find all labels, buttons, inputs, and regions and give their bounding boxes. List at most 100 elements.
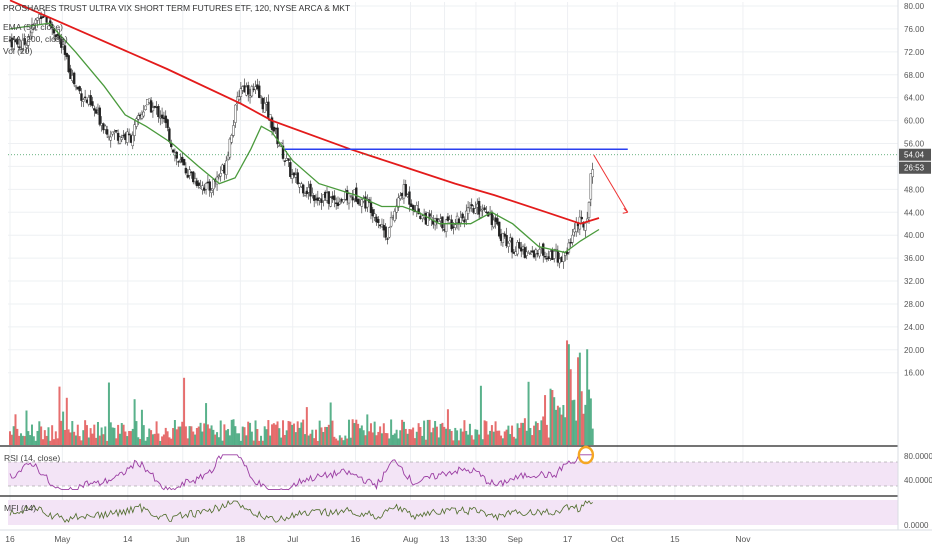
volume-bar [107, 382, 110, 445]
volume-bar [76, 424, 79, 445]
volume-bar [120, 423, 123, 445]
volume-bar [223, 424, 226, 445]
candle-body [389, 217, 393, 227]
volume-bar [133, 399, 136, 445]
volume-bar [10, 434, 13, 445]
volume-bar [369, 423, 372, 445]
candle-body [83, 96, 87, 99]
rsi-line [9, 454, 593, 491]
rsi-tick-label: 40.0000 [904, 476, 932, 485]
candle-body [212, 179, 215, 190]
y-tick-label: 56.00 [904, 140, 925, 149]
candle-body [74, 85, 78, 88]
volume-bar [267, 420, 270, 445]
candle-body [248, 95, 252, 98]
y-tick-label: 44.00 [904, 208, 925, 217]
candle-body [89, 95, 92, 105]
volume-bar [571, 400, 574, 445]
candle-body [171, 149, 175, 153]
mfi-panel: MFI (14) [0, 495, 898, 525]
volume-bar [305, 407, 308, 445]
volume-bar [349, 437, 352, 445]
volume-bar [32, 436, 35, 445]
candle-body [25, 45, 28, 48]
volume-bar [569, 369, 572, 445]
volume-bar [492, 431, 495, 445]
candle-body [247, 85, 250, 95]
candle-body [426, 212, 429, 226]
volume-bar [544, 395, 547, 445]
volume-bar [490, 425, 493, 445]
mfi-line [9, 500, 593, 523]
volume-bar [457, 440, 460, 445]
candle-body [408, 191, 411, 205]
candle-body [461, 213, 464, 219]
volume-bar [245, 435, 248, 445]
volume-bar [122, 424, 125, 445]
volume-bar [465, 430, 468, 445]
volume-bar [540, 420, 543, 445]
volume-bar [419, 427, 422, 445]
volume-bar [194, 434, 197, 445]
volume-bar [472, 439, 475, 445]
volume-bar [500, 435, 503, 445]
ema-lines [9, 0, 600, 254]
volume-bar [168, 437, 171, 445]
x-tick-label: 18 [236, 534, 246, 544]
candle-body [510, 237, 514, 253]
volume-bar [439, 423, 442, 445]
candle-body [149, 100, 153, 113]
annotations [8, 148, 898, 214]
y-tick-label: 24.00 [904, 323, 925, 332]
volume-bar [111, 427, 114, 445]
volume-bar [399, 430, 402, 445]
x-tick-label: Sep [508, 534, 523, 544]
candle-body [589, 173, 593, 200]
legend-volume[interactable]: Vol (20) [3, 46, 33, 56]
volume-bar [377, 431, 380, 445]
volume-bar [386, 433, 389, 445]
volume-bar [375, 435, 378, 445]
candle-body [133, 124, 136, 136]
volume-bar [117, 424, 120, 445]
volume-bar [78, 436, 81, 445]
volume-bar [478, 434, 481, 445]
volume-bar [82, 430, 85, 445]
volume-bar [371, 432, 374, 445]
candle-body [127, 133, 131, 136]
candle-body [542, 243, 545, 256]
legend-ema-50[interactable]: EMA (50, close) [3, 22, 63, 32]
volume-bar [205, 403, 208, 445]
volume-bar [452, 440, 455, 445]
volume-bar [212, 429, 215, 445]
volume-bar [404, 428, 407, 445]
volume-bar [417, 423, 420, 445]
candle-body [267, 101, 270, 118]
candle-body [192, 171, 195, 183]
volume-bar [391, 434, 394, 445]
volume-bar [333, 436, 336, 445]
volume-bar [437, 437, 440, 445]
candle-body [270, 117, 274, 130]
volume-bar [16, 428, 19, 445]
volume-bar [296, 421, 299, 445]
candle-body [210, 190, 213, 194]
volume-bar [555, 409, 558, 445]
volume-bar [96, 421, 99, 445]
candle-body [580, 216, 583, 220]
legend-ema-200[interactable]: EMA (200, close) [3, 34, 68, 44]
volume-bar [71, 421, 74, 445]
x-tick-label: 15 [670, 534, 680, 544]
volume-bar [21, 435, 24, 445]
volume-bar [531, 435, 534, 445]
volume-bar [203, 423, 206, 445]
volume-bar [566, 340, 569, 445]
volume-bar [580, 391, 583, 445]
candle-body [527, 252, 530, 254]
volume-bar [54, 431, 57, 445]
volume-bar [172, 428, 175, 445]
candle-body [371, 209, 375, 217]
candle-body [329, 197, 332, 207]
candle-body [98, 107, 101, 125]
